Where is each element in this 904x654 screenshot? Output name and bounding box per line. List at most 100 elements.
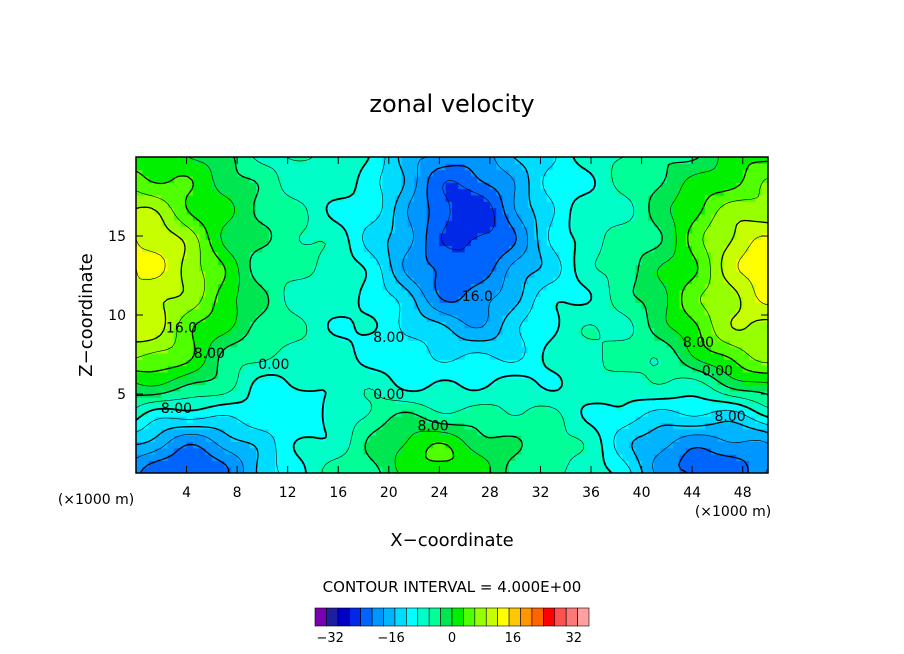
field-cell [692, 277, 700, 284]
field-cell [180, 454, 188, 461]
field-cell [363, 258, 371, 266]
field-cell [300, 435, 308, 442]
field-cell [325, 384, 333, 392]
field-cell [483, 213, 491, 221]
field-cell [534, 428, 542, 436]
field-cell [515, 384, 523, 392]
field-cell [572, 454, 579, 461]
field-cell [502, 352, 510, 360]
field-cell [597, 226, 605, 234]
field-cell [180, 365, 188, 373]
field-cell [489, 333, 497, 341]
field-cell [534, 213, 542, 221]
field-cell [496, 384, 504, 392]
field-cell [300, 422, 308, 430]
field-cell [281, 428, 289, 436]
field-cell [470, 397, 478, 405]
field-cell [565, 454, 573, 461]
field-cell [325, 321, 333, 329]
field-cell [597, 466, 605, 473]
field-cell [395, 277, 403, 284]
field-cell [470, 207, 478, 215]
field-cell [237, 390, 245, 398]
field-cell [331, 289, 339, 297]
field-cell [647, 207, 655, 215]
field-cell [237, 163, 245, 171]
field-cell [350, 296, 358, 303]
field-cell [369, 390, 377, 398]
field-cell [692, 194, 700, 202]
field-cell [654, 403, 662, 411]
field-cell [489, 283, 497, 291]
field-cell [218, 182, 226, 190]
field-cell [433, 213, 440, 221]
field-cell [426, 403, 434, 411]
field-cell [173, 327, 181, 335]
field-cell [521, 308, 529, 316]
field-cell [559, 175, 567, 183]
field-cell [192, 258, 200, 266]
field-cell [275, 289, 282, 297]
field-cell [723, 409, 731, 417]
field-cell [319, 163, 327, 171]
field-cell [452, 346, 459, 354]
field-cell [534, 175, 542, 183]
field-cell [673, 346, 681, 354]
field-cell [294, 277, 301, 284]
field-cell [211, 194, 219, 202]
field-cell [698, 371, 706, 379]
field-cell [154, 384, 162, 392]
field-cell [312, 220, 320, 228]
field-cell [338, 435, 346, 442]
field-cell [749, 416, 756, 424]
field-cell [363, 346, 371, 354]
field-cell [685, 333, 693, 341]
field-cell [186, 201, 194, 209]
field-cell [717, 213, 725, 221]
field-cell [230, 371, 238, 379]
field-cell [452, 258, 459, 266]
field-cell [749, 289, 756, 297]
field-cell [407, 163, 415, 171]
field-cell [641, 352, 649, 360]
field-cell [205, 378, 213, 386]
field-cell [572, 403, 579, 411]
field-cell [414, 378, 421, 386]
field-cell [445, 302, 453, 310]
field-cell [382, 397, 390, 405]
field-cell [268, 296, 276, 303]
field-cell [540, 390, 548, 398]
field-cell [148, 296, 156, 303]
field-cell [591, 277, 598, 284]
field-cell [749, 315, 756, 322]
field-cell [445, 378, 453, 386]
field-cell [521, 207, 529, 215]
field-cell [186, 435, 194, 442]
field-cell [546, 454, 554, 461]
field-cell [230, 251, 238, 259]
field-cell [736, 378, 744, 386]
field-cell [534, 220, 542, 228]
field-cell [761, 378, 768, 386]
field-cell [281, 327, 289, 335]
field-cell [508, 352, 516, 360]
field-cell [502, 333, 510, 341]
field-cell [357, 447, 365, 455]
field-cell [496, 175, 504, 183]
field-cell [376, 239, 384, 247]
field-cell [154, 315, 162, 322]
field-cell [294, 466, 301, 473]
field-cell [723, 302, 731, 310]
field-cell [679, 207, 687, 215]
field-cell [136, 270, 143, 278]
field-cell [679, 270, 687, 278]
field-cell [306, 226, 314, 234]
field-cell [439, 416, 447, 424]
field-cell [243, 213, 251, 221]
field-cell [237, 226, 245, 234]
field-cell [161, 188, 169, 196]
field-cell [452, 188, 459, 196]
field-cell [622, 365, 630, 373]
field-cell [173, 435, 181, 442]
field-cell [464, 460, 472, 468]
